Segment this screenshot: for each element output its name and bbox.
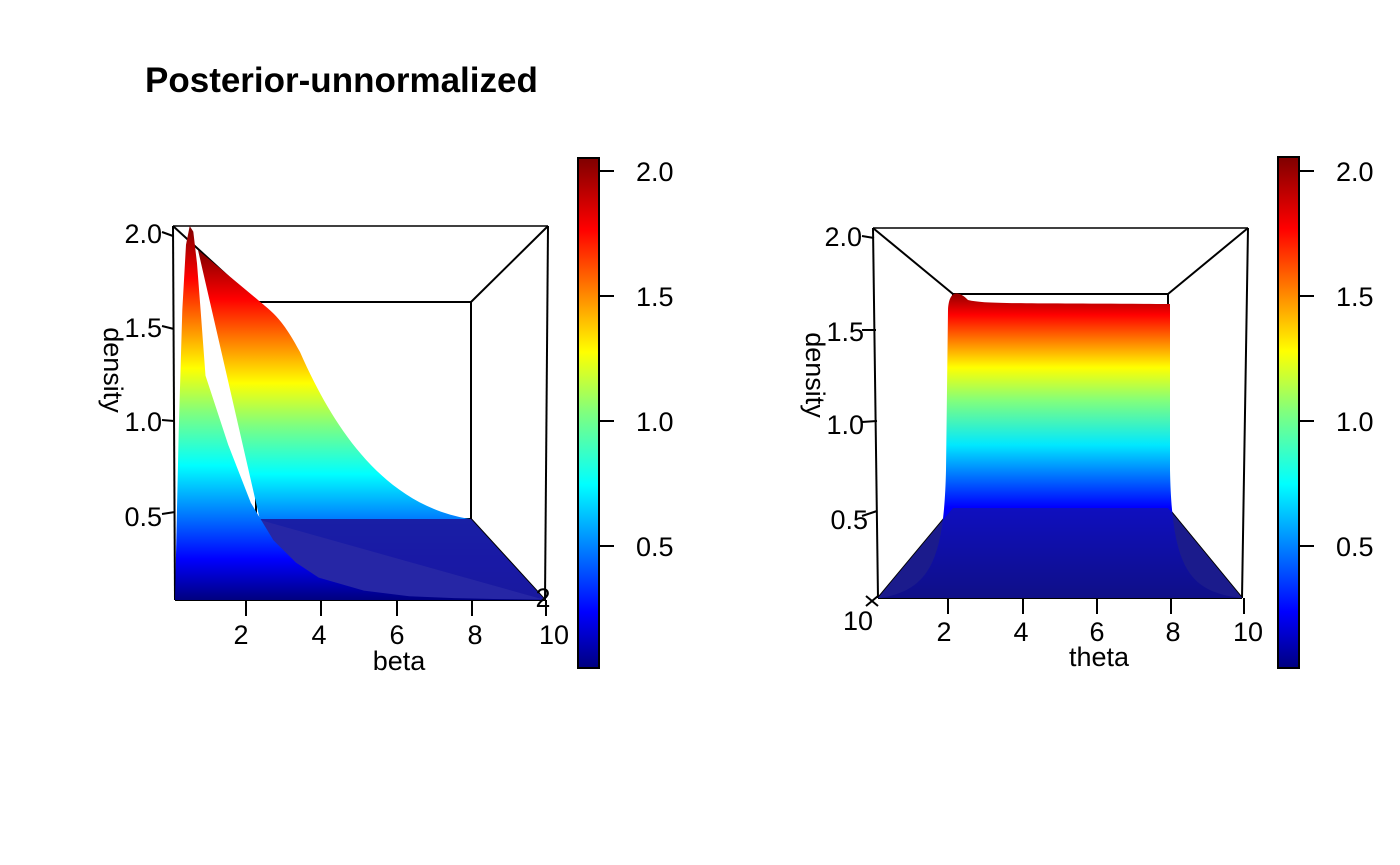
theta-colorbar: 0.5 1.0 1.5 2.0	[1277, 156, 1374, 669]
beta-surface-back-ridge	[198, 250, 545, 600]
theta-z-tick: 0.5	[830, 505, 868, 535]
theta-z-axis-label: density	[800, 332, 830, 418]
theta-colorbar-tick: 2.0	[1336, 157, 1374, 187]
beta-surface	[175, 226, 545, 600]
theta-x-axis-label: theta	[1069, 642, 1130, 672]
beta-x-tick: 8	[467, 620, 482, 650]
beta-colorbar-tick: 0.5	[636, 532, 674, 562]
theta-x-tick: 4	[1013, 617, 1028, 647]
beta-x-tick: 2	[233, 620, 248, 650]
beta-colorbar-tick: 2.0	[636, 157, 674, 187]
theta-colorbar-tick: 1.0	[1336, 407, 1374, 437]
theta-surface-floor-front	[878, 508, 1242, 598]
theta-z-tick: 1.5	[826, 317, 864, 347]
beta-z-ticks: 0.5 1.0 1.5 2.0	[124, 219, 176, 532]
beta-colorbar-tick: 1.0	[636, 407, 674, 437]
beta-x-axis-label: beta	[373, 646, 427, 676]
beta-z-tick: 2.0	[124, 219, 162, 249]
beta-x-tick: 10	[539, 620, 569, 650]
beta-z-tick: 0.5	[124, 502, 162, 532]
beta-colorbar-tick: 1.5	[636, 282, 674, 312]
beta-z-tick: 1.0	[124, 407, 162, 437]
beta-surface-front-profile	[175, 226, 545, 600]
beta-z-tick: 1.5	[124, 313, 162, 343]
beta-colorbar: 0.5 1.0 1.5 2.0	[577, 157, 674, 669]
beta-surface-panel: 2 4 6 8 10 2 beta 0.5 1.0 1.5 2.0 densit…	[98, 157, 674, 676]
theta-x-tick: 2	[936, 617, 951, 647]
theta-z-tick: 1.0	[826, 410, 864, 440]
theta-x-ticks: 2 4 6 8 10 10	[843, 595, 1263, 647]
figure-title: Posterior-unnormalized	[145, 61, 538, 100]
theta-z-tick: 2.0	[824, 222, 862, 252]
theta-z-ticks: 0.5 1.0 1.5 2.0	[824, 222, 878, 535]
theta-x-tick: 6	[1089, 617, 1104, 647]
beta-x-ticks: 2 4 6 8 10 2	[233, 583, 569, 650]
beta-x-tick: 4	[311, 620, 326, 650]
theta-x-tick: 8	[1165, 617, 1180, 647]
theta-x-tick: 10	[1233, 617, 1263, 647]
theta-surface-panel: 2 4 6 8 10 10 theta 0.5 1.0 1.5 2.0 dens…	[800, 156, 1374, 672]
theta-colorbar-tick: 1.5	[1336, 282, 1374, 312]
theta-colorbar-bar	[1277, 156, 1300, 669]
beta-colorbar-bar	[577, 157, 600, 669]
theta-depth-tick: 10	[843, 606, 873, 636]
theta-surface	[878, 293, 1242, 598]
theta-colorbar-tick: 0.5	[1336, 532, 1374, 562]
beta-depth-tick: 2	[535, 583, 550, 613]
beta-z-axis-label: density	[98, 327, 128, 413]
beta-x-tick: 6	[389, 620, 404, 650]
